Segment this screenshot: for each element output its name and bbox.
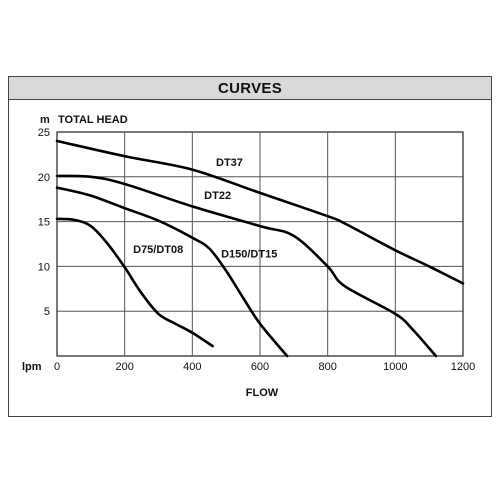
x-axis-unit: lpm bbox=[22, 361, 42, 373]
y-axis-label: TOTAL HEAD bbox=[58, 114, 128, 126]
y-tick-label: 15 bbox=[38, 217, 50, 229]
x-tick-label: 1200 bbox=[451, 361, 475, 373]
y-tick-label: 10 bbox=[38, 261, 50, 273]
series-line-d150-dt15 bbox=[55, 186, 289, 358]
curve-labels: DT37 DT22 D75/DT08 D150/DT15 bbox=[133, 157, 277, 260]
x-tick-label: 400 bbox=[183, 361, 201, 373]
curve-label: DT37 bbox=[216, 157, 243, 169]
curve-label: D150/DT15 bbox=[221, 248, 277, 260]
curve-label: D75/DT08 bbox=[133, 244, 183, 256]
y-tick-label: 20 bbox=[38, 172, 50, 184]
curve-label: DT22 bbox=[204, 190, 231, 202]
series-layer bbox=[55, 139, 465, 358]
series-line-dt22 bbox=[55, 174, 438, 358]
curves-chart: 0 200 400 600 800 1000 1200 5 10 15 20 25 m TOTAL H… bbox=[22, 114, 475, 399]
y-axis-unit: m bbox=[40, 114, 50, 126]
y-tick-label: 25 bbox=[38, 127, 50, 139]
chart-title: CURVES bbox=[217, 79, 283, 97]
x-tick-label: 600 bbox=[251, 361, 269, 373]
x-tick-label: 0 bbox=[54, 361, 60, 373]
chart-frame: CURVES 0 200 400 600 800 1000 1200 5 10 15 20 25 m … bbox=[8, 76, 492, 417]
x-axis-label: FLOW bbox=[246, 387, 279, 399]
chart-header: CURVES bbox=[9, 77, 491, 100]
tick-labels: 0 200 400 600 800 1000 1200 5 10 15 20 25 bbox=[38, 127, 475, 373]
series-line-dt37 bbox=[55, 139, 465, 285]
x-tick-label: 200 bbox=[115, 361, 133, 373]
series-line-d75-dt08 bbox=[55, 217, 214, 348]
x-tick-label: 1000 bbox=[383, 361, 407, 373]
x-tick-label: 800 bbox=[318, 361, 336, 373]
y-tick-label: 5 bbox=[44, 306, 50, 318]
